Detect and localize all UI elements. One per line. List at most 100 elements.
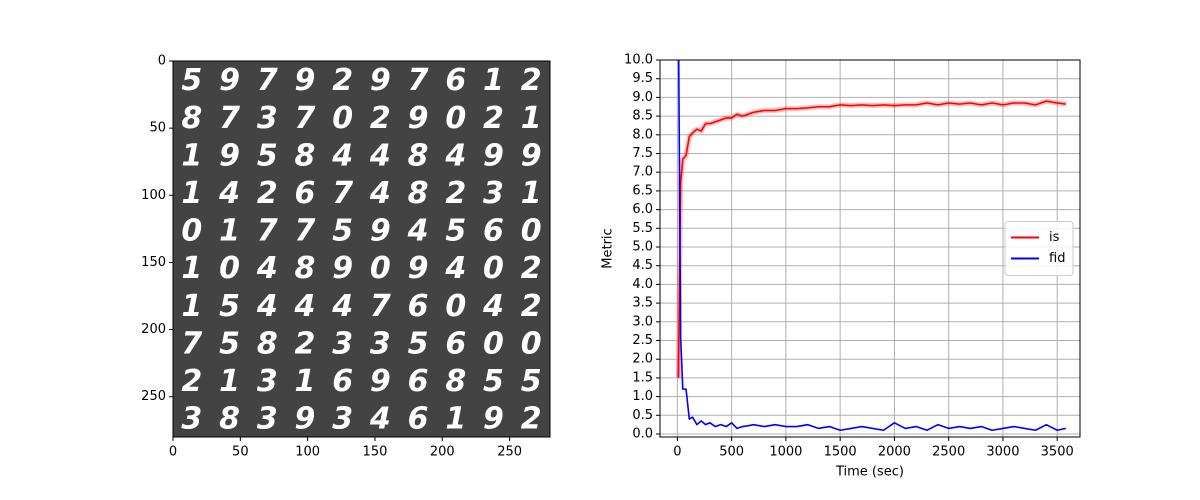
axes-frame [659, 59, 1081, 438]
digit: 3 [181, 402, 202, 437]
digit: 0 [445, 289, 466, 324]
x-tick-label: 500 [719, 445, 744, 460]
x-tick-label: 0 [673, 445, 681, 460]
y-tick-label: 9.5 [632, 71, 653, 86]
x-tick-label: 200 [430, 445, 455, 460]
image-background [173, 61, 550, 437]
digit: 4 [331, 138, 353, 173]
x-tick-label: 100 [295, 445, 320, 460]
digit: 6 [332, 364, 353, 399]
y-tick-label: 0 [158, 54, 166, 69]
digit: 9 [521, 138, 542, 173]
legend-box [1004, 221, 1074, 276]
digit: 4 [256, 251, 278, 286]
digit: 6 [483, 214, 504, 249]
digit: 4 [444, 251, 466, 286]
digit: 2 [257, 176, 278, 211]
y-tick-label: 6.5 [632, 183, 653, 198]
y-tick-label: 7.5 [632, 146, 653, 161]
digit: 6 [445, 63, 466, 98]
digit: 6 [408, 364, 429, 399]
digit: 2 [181, 364, 202, 399]
digit: 9 [332, 251, 353, 286]
digit: 0 [181, 214, 202, 249]
x-axis-label: Time (sec) [835, 465, 904, 480]
digit: 3 [257, 402, 278, 437]
y-tick-label: 3.5 [632, 296, 653, 311]
y-tick-label: 4.0 [632, 277, 653, 292]
digit: 2 [521, 402, 542, 437]
digit: 7 [332, 176, 353, 211]
digit: 4 [369, 402, 391, 437]
digit: 5 [408, 326, 429, 361]
y-tick-label: 5.5 [632, 221, 653, 236]
digit: 0 [521, 214, 542, 249]
digit: 9 [483, 402, 504, 437]
digit: 4 [294, 289, 316, 324]
digit: 9 [295, 402, 316, 437]
digit: 1 [181, 176, 202, 211]
y-tick-label: 200 [141, 322, 166, 337]
digit: 9 [219, 63, 240, 98]
digit: 3 [257, 364, 278, 399]
digit: 6 [408, 289, 429, 324]
digit: 4 [256, 289, 278, 324]
digit: 1 [181, 138, 202, 173]
y-tick-label: 100 [141, 188, 166, 203]
y-tick-label: 1.5 [632, 370, 653, 385]
digit: 3 [483, 176, 504, 211]
y-tick-label: 250 [141, 389, 166, 404]
y-tick-label: 8.5 [632, 109, 653, 124]
digit: 2 [445, 176, 466, 211]
digit: 4 [482, 289, 504, 324]
digit: 2 [370, 101, 391, 136]
digit: 9 [370, 63, 391, 98]
x-tick-label: 3000 [986, 445, 1019, 460]
legend-label: is [1049, 230, 1060, 245]
digit: 9 [370, 214, 391, 249]
digit: 5 [219, 326, 240, 361]
digit: 6 [445, 326, 466, 361]
digit: 0 [521, 326, 542, 361]
y-tick-label: 1.0 [632, 389, 653, 404]
digit: 9 [295, 63, 316, 98]
y-tick-label: 0.0 [632, 427, 653, 442]
digit: 7 [295, 214, 316, 249]
digit: 9 [370, 364, 391, 399]
digit: 5 [445, 214, 466, 249]
y-tick-label: 50 [149, 121, 166, 136]
digit: 7 [295, 101, 316, 136]
digit: 8 [408, 138, 429, 173]
digit: 3 [257, 101, 278, 136]
digit: 8 [295, 138, 316, 173]
digit: 4 [407, 214, 429, 249]
digit: 8 [257, 326, 278, 361]
digit: 7 [370, 289, 391, 324]
digit: 5 [332, 214, 353, 249]
digit: 3 [370, 326, 391, 361]
digit: 0 [370, 251, 391, 286]
digit: 7 [257, 63, 278, 98]
series-line [677, 60, 1067, 432]
x-tick-label: 250 [497, 445, 522, 460]
digit: 9 [219, 138, 240, 173]
x-tick-label: 50 [232, 445, 249, 460]
y-axis-label: Metric [601, 228, 616, 268]
digit: 4 [369, 176, 391, 211]
y-tick-label: 2.0 [632, 352, 653, 367]
digit: 7 [408, 63, 429, 98]
digit: 9 [408, 251, 429, 286]
x-tick-label: 1000 [769, 445, 802, 460]
digit: 4 [444, 138, 466, 173]
digit: 1 [181, 289, 202, 324]
digit: 7 [257, 214, 278, 249]
digit: 2 [521, 289, 542, 324]
digit: 6 [408, 402, 429, 437]
y-tick-label: 150 [141, 255, 166, 270]
digit: 5 [257, 138, 278, 173]
digit: 1 [445, 402, 466, 437]
y-tick-label: 2.5 [632, 333, 653, 348]
digit: 1 [219, 364, 240, 399]
digit: 7 [181, 326, 202, 361]
